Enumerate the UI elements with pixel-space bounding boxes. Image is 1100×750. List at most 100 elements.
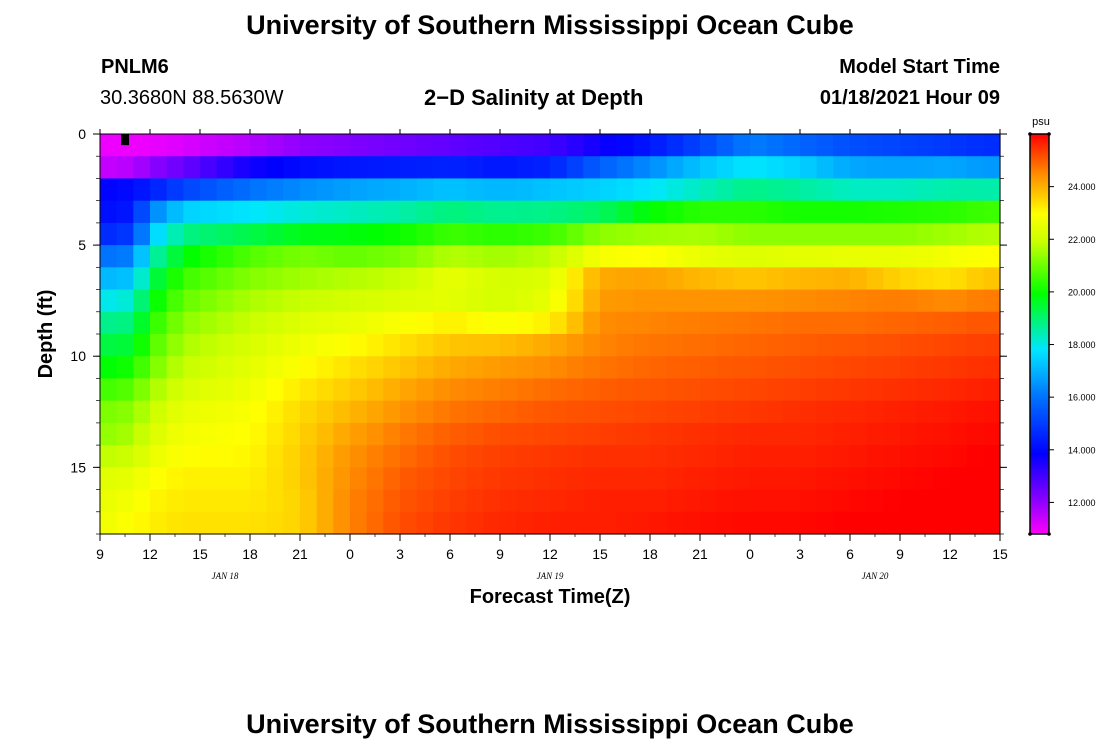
- heatmap-cell: [916, 378, 934, 402]
- x-date-label: JAN 18: [212, 571, 239, 581]
- heatmap-cell: [733, 378, 751, 402]
- heatmap-cell: [333, 267, 351, 291]
- heatmap-cell: [883, 511, 901, 535]
- heatmap-cell: [450, 289, 468, 313]
- heatmap-cell: [933, 267, 951, 291]
- heatmap-cell: [516, 245, 534, 268]
- heatmap-cell: [950, 334, 968, 357]
- heatmap-cell: [850, 267, 868, 291]
- heatmap-cell: [316, 178, 334, 202]
- heatmap-cell: [616, 378, 634, 402]
- heatmap-cell: [116, 222, 134, 246]
- heatmap-cell: [616, 422, 634, 446]
- heatmap-cell: [700, 245, 718, 268]
- heatmap-cell: [783, 289, 801, 313]
- heatmap-cell: [683, 445, 701, 468]
- heatmap-cell: [650, 511, 668, 535]
- heatmap-cell: [800, 356, 818, 380]
- heatmap-cell: [300, 445, 318, 468]
- heatmap-cell: [916, 489, 934, 513]
- heatmap-cell: [200, 200, 218, 224]
- heatmap-cell: [200, 245, 218, 268]
- heatmap-cell: [266, 178, 284, 202]
- heatmap-cell: [316, 400, 334, 424]
- x-tick-label: 21: [692, 546, 708, 562]
- heatmap-cell: [100, 378, 118, 402]
- x-tick-label: 12: [542, 546, 558, 562]
- heatmap-cell: [816, 400, 834, 424]
- heatmap-cell: [833, 289, 851, 313]
- heatmap-cell: [316, 356, 334, 380]
- heatmap-cell: [150, 334, 168, 357]
- heatmap-cell: [683, 245, 701, 268]
- heatmap-cell: [333, 222, 351, 246]
- heatmap-cell: [283, 267, 301, 291]
- heatmap-cell: [433, 511, 451, 535]
- colorbar-ticks: 12.000 14.000 16.000 18.000 20.000 22.000 24.0…: [1028, 132, 1096, 536]
- heatmap-cell: [516, 445, 534, 468]
- heatmap-cell: [150, 200, 168, 224]
- x-date-label: JAN 19: [537, 571, 564, 581]
- heatmap-cell: [266, 200, 284, 224]
- heatmap-cell: [116, 156, 134, 180]
- heatmap-cell: [666, 511, 684, 535]
- heatmap-cell: [450, 422, 468, 446]
- heatmap-cell: [933, 200, 951, 224]
- heatmap-cell: [750, 156, 768, 180]
- heatmap-cell: [716, 311, 734, 335]
- heatmap-cell: [483, 134, 501, 157]
- heatmap-cell: [866, 356, 884, 380]
- heatmap-cell: [583, 400, 601, 424]
- heatmap-cell: [800, 445, 818, 468]
- heatmap-cell: [100, 334, 118, 357]
- heatmap-cell: [216, 400, 234, 424]
- heatmap-cell: [183, 356, 201, 380]
- heatmap-cell: [733, 245, 751, 268]
- heatmap-cell: [616, 467, 634, 491]
- heatmap-cell: [800, 245, 818, 268]
- heatmap-cell: [166, 511, 184, 535]
- heatmap-cell: [216, 200, 234, 224]
- heatmap-cell: [700, 311, 718, 335]
- heatmap-cell: [966, 178, 984, 202]
- heatmap-cell: [933, 245, 951, 268]
- heatmap-cell: [800, 222, 818, 246]
- heatmap-cell: [466, 311, 484, 335]
- heatmap-cell: [316, 489, 334, 513]
- heatmap-cell: [400, 289, 418, 313]
- heatmap-cell: [333, 356, 351, 380]
- heatmap-cell: [200, 511, 218, 535]
- colorbar-corner-dot: [1047, 532, 1051, 536]
- heatmap-cell: [583, 267, 601, 291]
- heatmap-cell: [833, 356, 851, 380]
- heatmap-cell: [833, 311, 851, 335]
- heatmap-cell: [166, 222, 184, 246]
- heatmap-cell: [733, 289, 751, 313]
- heatmap-cell: [966, 222, 984, 246]
- heatmap-cell: [800, 400, 818, 424]
- heatmap-cell: [883, 311, 901, 335]
- heatmap-cell: [750, 511, 768, 535]
- heatmap-cell: [650, 134, 668, 157]
- heatmap-cell: [533, 311, 551, 335]
- heatmap-cell: [200, 467, 218, 491]
- heatmap-cell: [750, 200, 768, 224]
- heatmap-cell: [483, 400, 501, 424]
- heatmap-cell: [183, 378, 201, 402]
- heatmap-cell: [316, 311, 334, 335]
- y-axis-title: Depth (ft): [35, 290, 57, 379]
- heatmap-cell: [300, 422, 318, 446]
- y-tick-label: 10: [70, 348, 86, 364]
- heatmap-cell: [516, 200, 534, 224]
- heatmap-cell: [716, 422, 734, 446]
- heatmap-cell: [983, 222, 1001, 246]
- heatmap-cell: [400, 400, 418, 424]
- heatmap-cell: [283, 356, 301, 380]
- heatmap-cell: [400, 222, 418, 246]
- heatmap-cell: [716, 400, 734, 424]
- heatmap-cell: [400, 356, 418, 380]
- heatmap-cell: [783, 245, 801, 268]
- heatmap-cell: [533, 222, 551, 246]
- heatmap-cell: [750, 467, 768, 491]
- heatmap-cell: [133, 289, 151, 313]
